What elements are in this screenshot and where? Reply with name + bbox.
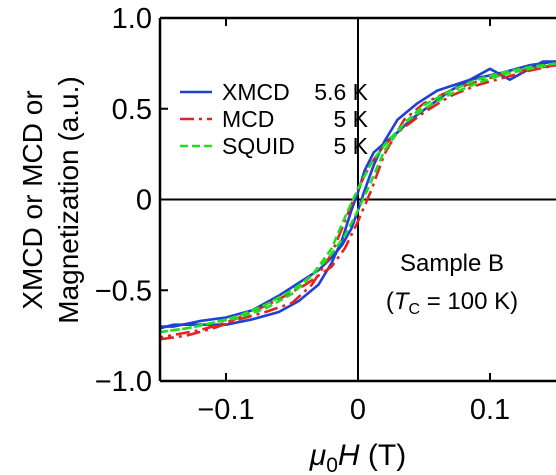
legend-temp-squid: 5 K (333, 133, 368, 159)
x-tick-label: −0.1 (197, 394, 254, 426)
annotation-sample: Sample B (400, 250, 504, 277)
x-tick-label: 0 (350, 394, 366, 426)
y-tick-label: 0 (136, 185, 152, 217)
legend-name-xmcd: XMCD (222, 79, 290, 105)
y-tick-label: 1.0 (112, 3, 152, 35)
x-label-unit: (T) (360, 439, 407, 472)
series-squid-branch-1 (160, 62, 556, 334)
annotation-tc: (TC = 100 K) (386, 288, 518, 318)
x-axis-label: μ0H (T) (309, 439, 406, 475)
legend-temp-xmcd: 5.6 K (314, 79, 368, 105)
y-axis-label-line1: XMCD or MCD or (17, 90, 48, 309)
series-xmcd-branch-1 (160, 60, 556, 330)
y-tick-label: −1.0 (95, 366, 152, 398)
x-label-symbol: μ (309, 439, 326, 472)
y-axis-label-line2: Magnetization (a.u.) (53, 76, 84, 323)
series-layer (160, 60, 556, 341)
x-tick-label: 0.1 (470, 394, 510, 426)
y-tick-label: −0.5 (95, 275, 152, 307)
legend-name-squid: SQUID (222, 133, 295, 159)
series-squid-branch-2 (160, 62, 556, 334)
legend-name-mcd: MCD (222, 106, 274, 132)
x-label-variable: H (338, 439, 360, 472)
tick-layer: −1.0 −0.5 0 0.5 1.0 −0.1 0 0.1 (95, 3, 510, 426)
axis-lines (160, 18, 556, 381)
legend: XMCD 5.6 K MCD 5 K SQUID 5 K (180, 79, 369, 159)
x-label-subscript: 0 (326, 454, 338, 475)
y-tick-label: 0.5 (112, 94, 152, 126)
legend-temp-mcd: 5 K (333, 106, 368, 132)
series-xmcd-branch-2 (160, 60, 556, 328)
